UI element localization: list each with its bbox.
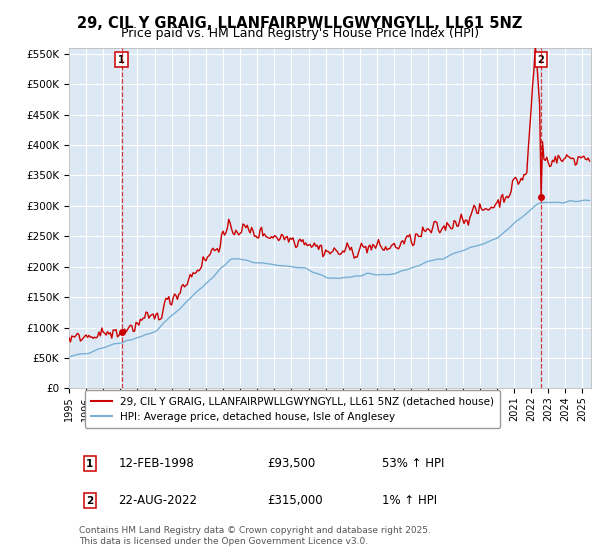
Text: 1: 1 <box>118 54 125 64</box>
Text: 53% ↑ HPI: 53% ↑ HPI <box>382 458 445 470</box>
Text: 2: 2 <box>538 54 544 64</box>
Text: 1: 1 <box>86 459 94 469</box>
Text: 29, CIL Y GRAIG, LLANFAIRPWLLGWYNGYLL, LL61 5NZ: 29, CIL Y GRAIG, LLANFAIRPWLLGWYNGYLL, L… <box>77 16 523 31</box>
Text: Price paid vs. HM Land Registry's House Price Index (HPI): Price paid vs. HM Land Registry's House … <box>121 27 479 40</box>
Text: 2: 2 <box>86 496 94 506</box>
Text: Contains HM Land Registry data © Crown copyright and database right 2025.
This d: Contains HM Land Registry data © Crown c… <box>79 526 431 547</box>
Text: 22-AUG-2022: 22-AUG-2022 <box>119 494 197 507</box>
Text: £315,000: £315,000 <box>268 494 323 507</box>
Text: 1% ↑ HPI: 1% ↑ HPI <box>382 494 437 507</box>
Text: 12-FEB-1998: 12-FEB-1998 <box>119 458 194 470</box>
Legend: 29, CIL Y GRAIG, LLANFAIRPWLLGWYNGYLL, LL61 5NZ (detached house), HPI: Average p: 29, CIL Y GRAIG, LLANFAIRPWLLGWYNGYLL, L… <box>85 390 500 428</box>
Text: £93,500: £93,500 <box>268 458 316 470</box>
